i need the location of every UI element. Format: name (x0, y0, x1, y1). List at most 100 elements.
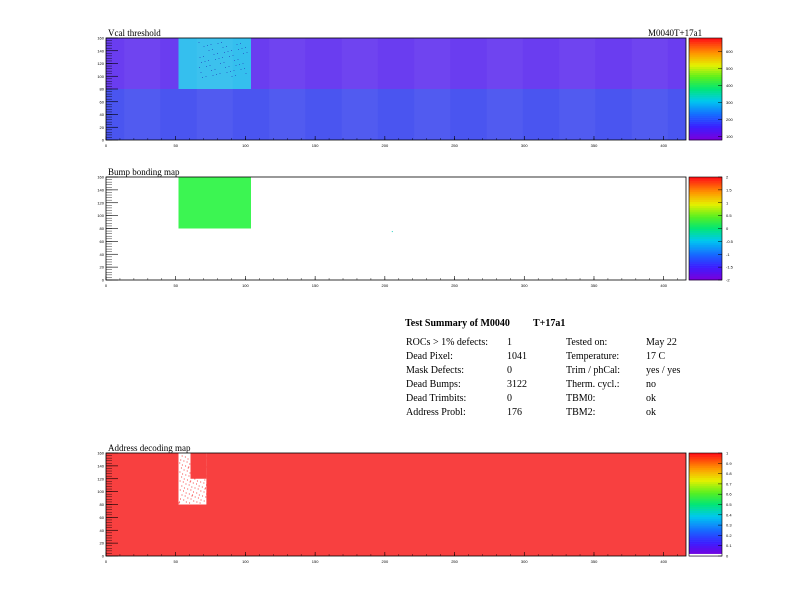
address-palette-band (689, 492, 722, 495)
address-pixel-22 (185, 492, 187, 494)
address-pixel-33 (189, 463, 191, 465)
bump-palette-band (689, 228, 722, 231)
vcal-hot-pixel-9 (240, 69, 242, 70)
bump-palette-band (689, 216, 722, 219)
bump-palette-band (689, 257, 722, 260)
bump-ytick-label-6: 120 (97, 200, 104, 205)
vcal-palette-band (689, 131, 722, 135)
address-palette-band (689, 481, 722, 485)
bump-palette-band (689, 255, 722, 258)
address-pixel-42 (194, 496, 196, 498)
address-pixel-41 (181, 455, 183, 457)
address-palette-band (689, 531, 722, 534)
summary-row-dead-bumps-value: 3122 (507, 379, 527, 390)
address-pixel-91 (190, 489, 192, 491)
bump-xtick-label-2: 100 (242, 283, 249, 288)
bump-palette-band (689, 201, 722, 205)
vcal-ytick-label-0: 0 (102, 138, 105, 143)
vcal-hot-pixel-41 (212, 49, 213, 50)
address-pixel-39 (183, 469, 185, 471)
address-pixel-95 (186, 461, 188, 463)
address-pixel-21 (200, 499, 202, 501)
bump-palette-band (689, 189, 722, 192)
vcal-hot-pixel-31 (230, 71, 231, 72)
vcal-hot-pixel-18 (234, 60, 235, 61)
address-pixel-71 (181, 485, 183, 487)
address-pixel-52 (185, 474, 187, 476)
vcal-palette-band (689, 133, 722, 137)
bump-palette-band (689, 226, 722, 229)
address-pixel-105 (205, 487, 207, 489)
bump-palette-band (689, 224, 722, 227)
bump-palette-band (689, 222, 722, 225)
vcal-ytick-label-3: 60 (100, 99, 105, 104)
address-palette-band (689, 551, 722, 555)
address-palette-band (689, 512, 722, 516)
vcal-hot-pixel-46 (203, 56, 204, 57)
vcal-palette-band (689, 109, 722, 112)
bump-ytick-label-0: 0 (102, 278, 105, 283)
vcal-palette-band (689, 72, 722, 76)
bump-palette-band (689, 238, 722, 242)
vcal-palette-band (689, 97, 722, 100)
vcal-xtick-label-5: 250 (451, 143, 458, 148)
module-tag-label: M0040T+17a1 (648, 28, 703, 38)
bump-xtick-label-7: 350 (591, 283, 598, 288)
address-pixel-35 (187, 497, 189, 499)
bump-palette-band (689, 181, 722, 184)
bump-palette-band (689, 251, 722, 254)
address-palette-tick-label-0: 0 (726, 554, 729, 559)
bump-palette-tick-label-2: -1 (726, 252, 730, 257)
vcal-hot-pixel-23 (225, 67, 226, 68)
vcal-hot-pixel-19 (222, 47, 224, 48)
address-palette-band (689, 453, 722, 456)
address-palette-band (689, 545, 722, 549)
vcal-hot-pixel-21 (199, 57, 201, 58)
vcal-hot-pixel-3 (212, 75, 214, 76)
address-pixel-9 (183, 487, 185, 489)
address-xtick-label-0: 0 (105, 559, 108, 564)
address-pixel-23 (198, 485, 200, 487)
vcal-hot-pixel-53 (219, 73, 221, 74)
vcal-hot-pixel-54 (208, 60, 209, 61)
bump-xtick-label-3: 150 (312, 283, 319, 288)
address-pixel-3 (189, 481, 191, 483)
bump-palette-band (689, 230, 722, 233)
vcal-roc-shade-2 (269, 38, 306, 140)
bump-palette-band (689, 234, 722, 238)
address-pixel-103 (179, 501, 181, 503)
address-palette-band (689, 527, 722, 530)
address-xtick-label-5: 250 (451, 559, 458, 564)
address-pixel-10 (196, 480, 198, 482)
vcal-palette-band (689, 54, 722, 57)
vcal-palette-band (689, 89, 722, 92)
vcal-palette-tick-label-2: 300 (726, 100, 733, 105)
vcal-roc-shade-1 (196, 38, 233, 140)
vcal-palette-band (689, 103, 722, 106)
summary-row-therm-value: no (646, 379, 656, 390)
bump-palette-tick-label-0: -2 (726, 278, 730, 283)
vcal-palette-band (689, 127, 722, 131)
bump-palette-band (689, 232, 722, 235)
bump-xtick-label-5: 250 (451, 283, 458, 288)
vcal-palette-band (689, 129, 722, 133)
vcal-xtick-label-0: 0 (105, 143, 108, 148)
address-xtick-label-2: 100 (242, 559, 249, 564)
bump-palette-band (689, 259, 722, 262)
vcal-hot-pixel-58 (210, 44, 212, 45)
address-xtick-label-4: 200 (382, 559, 389, 564)
vcal-palette-band (689, 107, 722, 110)
address-palette-tick-label-7: 0.7 (726, 481, 732, 486)
address-pixel-13 (180, 459, 182, 461)
address-palette-band (689, 461, 722, 464)
vcal-roc-shade-3 (341, 38, 378, 140)
bump-palette-band (689, 185, 722, 188)
address-pixel-5 (187, 467, 189, 469)
bump-palette-band (689, 220, 722, 223)
address-pixel-65 (186, 479, 188, 481)
vcal-palette-band (689, 84, 722, 88)
summary-row-mask-label: Mask Defects: (406, 365, 465, 376)
bump-palette-band (689, 205, 722, 209)
address-pixel-106 (190, 480, 192, 482)
